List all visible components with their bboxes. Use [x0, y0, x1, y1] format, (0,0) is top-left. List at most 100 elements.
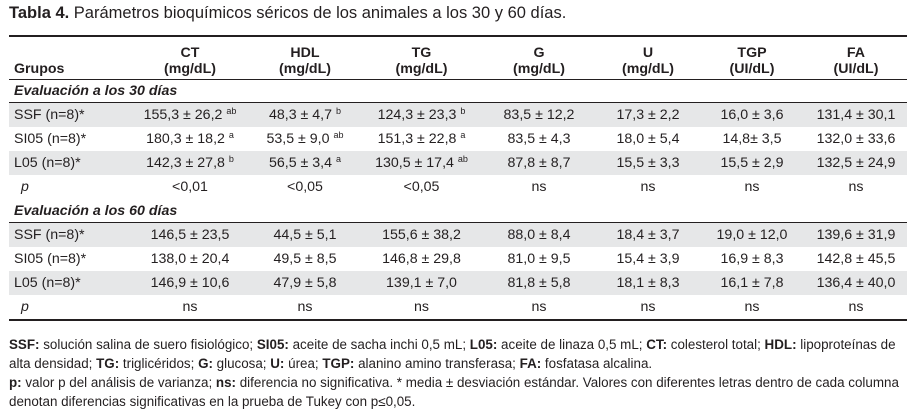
column-header: FA (UI/dL): [805, 35, 907, 80]
column-header-line1: TGP: [737, 45, 767, 61]
p-value-cell: ns: [805, 175, 907, 200]
p-value-cell: ns: [597, 295, 699, 321]
p-value-cell: ns: [699, 295, 805, 321]
column-header: U (mg/dL): [597, 35, 699, 80]
data-cell: 146,8 ± 29,8: [362, 247, 481, 271]
cell-value: 83,5 ± 4,3: [507, 131, 571, 147]
p-value-cell: <0,01: [132, 175, 248, 200]
column-header-line1: [14, 45, 132, 61]
column-header: Grupos: [9, 35, 132, 80]
data-cell: 56,5 ± 3,4 a: [248, 151, 362, 175]
cell-value: 132,0 ± 33,6: [816, 131, 896, 147]
data-cell: 17,3 ± 2,2: [597, 102, 699, 127]
data-cell: 47,9 ± 5,8: [248, 271, 362, 295]
significance-letter: b: [228, 154, 234, 164]
cell-value: 18,4 ± 3,7: [616, 227, 680, 243]
cell-value: 142,3 ± 27,8: [146, 155, 225, 171]
note-definition: glucosa;: [212, 356, 271, 371]
table-caption: Tabla 4. Parámetros bioquímicos séricos …: [9, 4, 566, 23]
data-cell: 132,5 ± 24,9: [805, 151, 907, 175]
cell-value: 139,6 ± 31,9: [816, 227, 896, 243]
data-cell: 15,5 ± 3,3: [597, 151, 699, 175]
column-header-line2: (mg/dL): [278, 61, 331, 77]
data-cell: 81,0 ± 9,5: [481, 247, 597, 271]
p-value-cell: ns: [481, 295, 597, 321]
cell-value: 146,5 ± 23,5: [150, 227, 230, 243]
data-cell: 131,4 ± 30,1: [805, 102, 907, 127]
cell-value: 146,9 ± 10,6: [150, 275, 230, 291]
cell-value: 44,5 ± 5,1: [273, 227, 337, 243]
data-cell: 16,1 ± 7,8: [699, 271, 805, 295]
column-header-line2: (mg/dL): [512, 61, 565, 77]
column-header: G (mg/dL): [481, 35, 597, 80]
data-cell: 44,5 ± 5,1: [248, 222, 362, 247]
data-cell: 142,3 ± 27,8 b: [132, 151, 248, 175]
cell-value: 87,8 ± 8,7: [507, 155, 571, 171]
note-definition: alanino amino transferasa;: [354, 356, 520, 371]
table-row: SI05 (n=8)* 138,0 ± 20,4 49,5 ± 8,5 146,8 ±…: [9, 247, 907, 271]
data-cell: 81,8 ± 5,8: [481, 271, 597, 295]
column-header-line2: (mg/dL): [395, 61, 448, 77]
note-term: U:: [270, 356, 285, 371]
cell-value: 81,0 ± 9,5: [507, 251, 571, 267]
table-row: L05 (n=8)* 146,9 ± 10,6 47,9 ± 5,8 139,1 ± …: [9, 271, 907, 295]
significance-letter: a: [228, 130, 234, 140]
cell-value: 18,1 ± 8,3: [616, 275, 680, 291]
data-cell: 18,4 ± 3,7: [597, 222, 699, 247]
note-definition: fosfatasa alcalina.: [541, 356, 653, 371]
data-cell: 53,5 ± 9,0 ab: [248, 127, 362, 151]
note-definition: triglicéridos;: [119, 356, 199, 371]
note-term: HDL:: [764, 337, 797, 352]
group-label: SSF (n=8)*: [9, 222, 132, 247]
significance-letter: ab: [457, 154, 468, 164]
data-cell: 49,5 ± 8,5: [248, 247, 362, 271]
data-cell: 151,3 ± 22,8 a: [362, 127, 481, 151]
cell-value: 81,8 ± 5,8: [507, 275, 571, 291]
data-cell: 19,0 ± 12,0: [699, 222, 805, 247]
note-definition: diferencia no significativa. * media ± d…: [9, 375, 899, 409]
p-label: p: [9, 175, 132, 200]
cell-value: 142,8 ± 45,5: [816, 251, 896, 267]
data-cell: 15,5 ± 2,9: [699, 151, 805, 175]
note-definition: úrea;: [284, 356, 323, 371]
cell-value: 19,0 ± 12,0: [716, 227, 788, 243]
column-header-line2: Grupos: [14, 61, 65, 77]
p-value-cell: ns: [362, 295, 481, 321]
table-notes: SSF: solución salina de suero fisiológic…: [9, 335, 907, 411]
data-cell: 16,9 ± 8,3: [699, 247, 805, 271]
abbreviation-notes: SSF: solución salina de suero fisiológic…: [9, 335, 907, 373]
note-term: G:: [198, 356, 213, 371]
table-row: SI05 (n=8)* 180,3 ± 18,2 a 53,5 ± 9,0 ab 15…: [9, 127, 907, 151]
cell-value: 139,1 ± 7,0: [386, 275, 457, 291]
data-cell: 155,3 ± 26,2 ab: [132, 102, 248, 127]
data-cell: 142,8 ± 45,5: [805, 247, 907, 271]
column-header-line2: (mg/dL): [621, 61, 674, 77]
section-title: Evaluación a los 60 días: [9, 199, 907, 223]
cell-value: 18,0 ± 5,4: [616, 131, 680, 147]
data-cell: 146,9 ± 10,6: [132, 271, 248, 295]
data-cell: 15,4 ± 3,9: [597, 247, 699, 271]
cell-value: 155,6 ± 38,2: [382, 227, 461, 243]
data-cell: 83,5 ± 12,2: [481, 102, 597, 127]
p-value-cell: <0,05: [248, 175, 362, 200]
data-cell: 139,6 ± 31,9: [805, 222, 907, 247]
data-cell: 138,0 ± 20,4: [132, 247, 248, 271]
p-value-cell: ns: [699, 175, 805, 200]
data-cell: 139,1 ± 7,0: [362, 271, 481, 295]
significance-letter: b: [460, 106, 466, 116]
cell-value: 88,0 ± 8,4: [507, 227, 571, 243]
p-value-cell: ns: [805, 295, 907, 321]
column-header-line1: CT: [180, 45, 200, 61]
note-term: TG:: [96, 356, 120, 371]
note-term: CT:: [646, 337, 668, 352]
cell-value: 14,8± 3,5: [722, 131, 782, 147]
note-definition: solución salina de suero fisiológico;: [39, 337, 257, 352]
cell-value: 136,4 ± 40,0: [816, 275, 896, 291]
data-cell: 155,6 ± 38,2: [362, 222, 481, 247]
cell-value: 17,3 ± 2,2: [616, 107, 680, 123]
biochem-table: Grupos CT (mg/dL) HDL (mg/dL) TG (mg/dL) G (mg/d…: [9, 35, 907, 321]
cell-value: 15,5 ± 2,9: [720, 155, 784, 171]
data-cell: 124,3 ± 23,3 b: [362, 102, 481, 127]
data-cell: 87,8 ± 8,7: [481, 151, 597, 175]
note-definition: aceite de sacha inchi 0,5 mL;: [288, 337, 470, 352]
